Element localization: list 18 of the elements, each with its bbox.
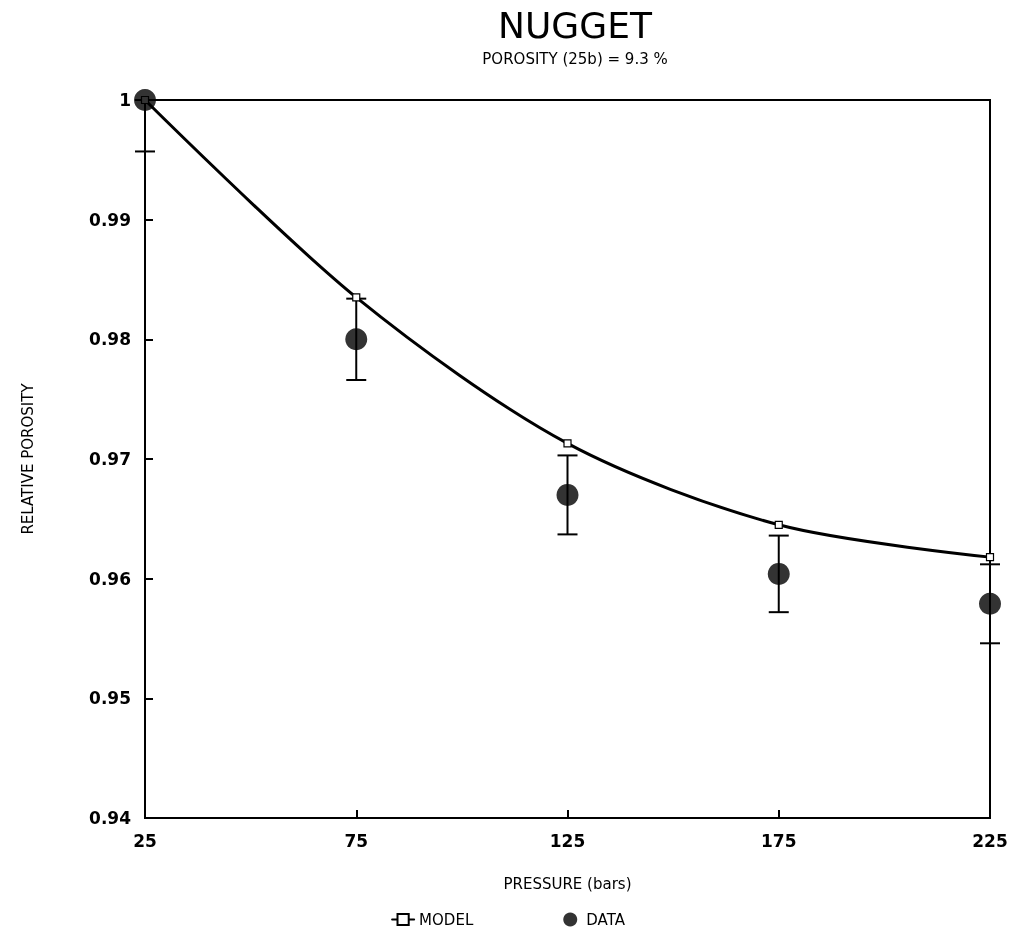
x-tick-label: 75 bbox=[344, 830, 369, 851]
legend-label: DATA bbox=[586, 910, 626, 929]
x-tick-label: 225 bbox=[972, 830, 1008, 851]
x-axis-title: PRESSURE (bars) bbox=[503, 874, 632, 893]
x-tick-label: 125 bbox=[549, 830, 586, 851]
y-tick-label: 0.98 bbox=[89, 329, 131, 350]
y-tick-label: 0.94 bbox=[89, 808, 132, 828]
y-axis-title: RELATIVE POROSITY bbox=[18, 382, 37, 535]
y-tick-label: 0.97 bbox=[89, 449, 131, 469]
y-tick-label: 0.99 bbox=[89, 209, 131, 230]
x-tick-label: 25 bbox=[133, 830, 157, 851]
x-tick-label: 175 bbox=[761, 830, 797, 851]
y-tick-label: 1 bbox=[119, 90, 131, 110]
legend-label: MODEL bbox=[419, 910, 474, 929]
y-tick-label: 0.95 bbox=[89, 688, 131, 709]
chart-title: NUGGET bbox=[498, 4, 653, 46]
y-tick-label: 0.96 bbox=[89, 568, 131, 589]
chart-subtitle: POROSITY (25b) = 9.3 % bbox=[482, 49, 668, 68]
